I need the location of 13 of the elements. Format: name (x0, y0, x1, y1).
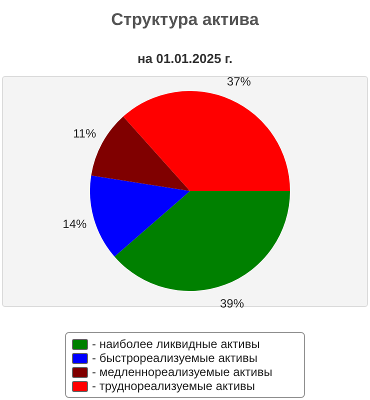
pie-slice (90, 176, 190, 257)
data-label: 39% (220, 296, 244, 310)
data-label: 14% (62, 217, 88, 232)
pie-slice (114, 191, 290, 291)
data-label: 37% (226, 74, 252, 88)
legend-label: - наиболее ликвидные активы (92, 337, 260, 351)
chart-title: Структура актива (110, 10, 260, 30)
legend-label: - быстрореализуемые активы (92, 351, 258, 365)
legend-label: - медленнореализуемые активы (92, 365, 272, 379)
data-label: 11% (72, 126, 96, 141)
legend-label: - труднореализуемые активы (92, 379, 256, 393)
pie-slice (123, 91, 290, 191)
chart-subtitle: на 01.01.2025 г. (136, 51, 234, 66)
